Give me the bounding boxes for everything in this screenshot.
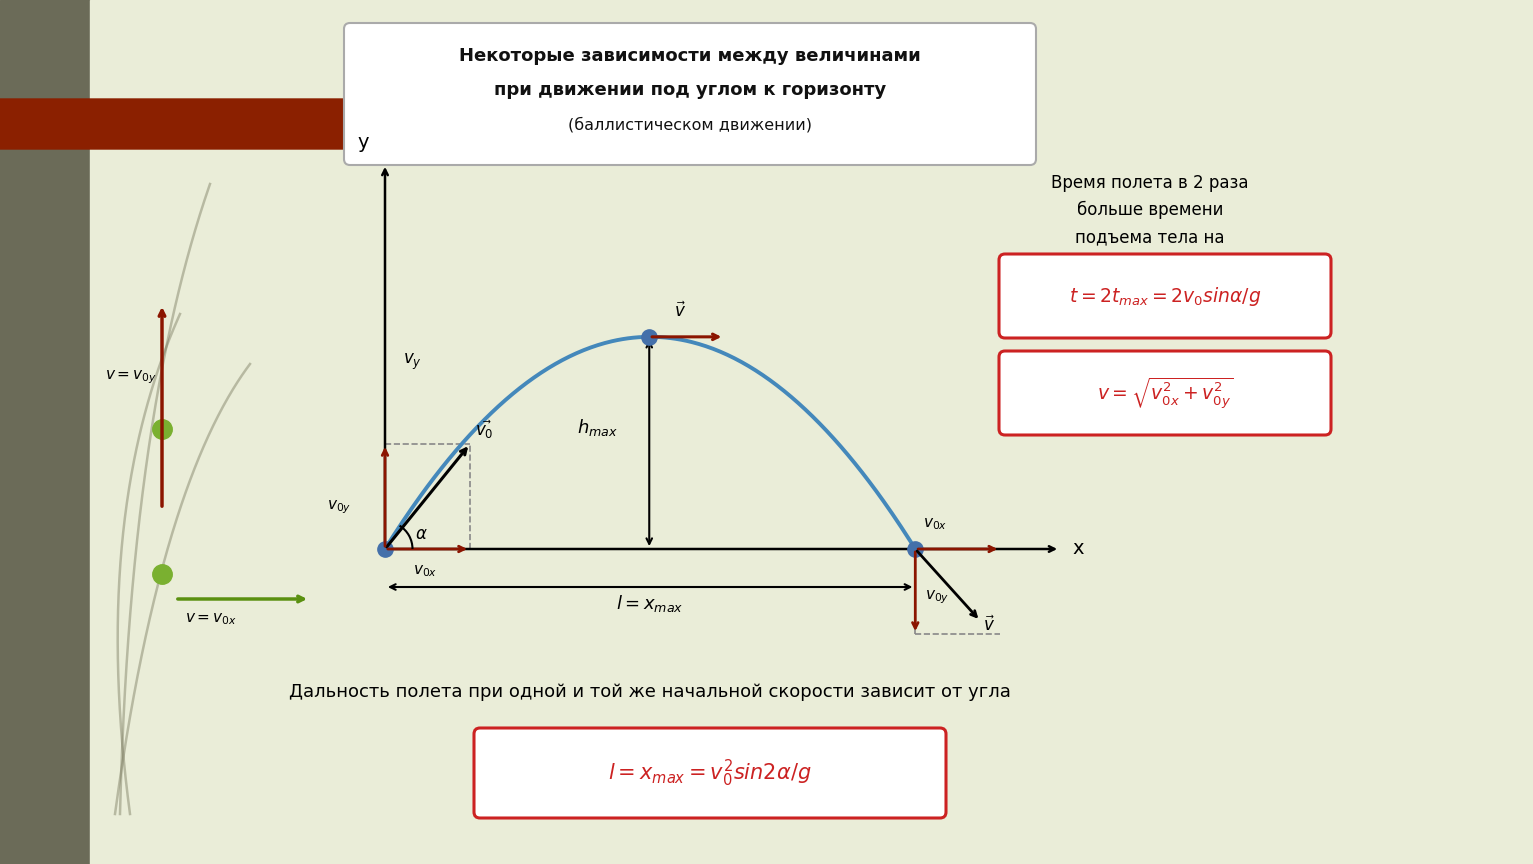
Text: $l = x_{max}= v_0^2sin2\alpha /g$: $l = x_{max}= v_0^2sin2\alpha /g$ — [609, 758, 812, 789]
Text: $v =\sqrt{v_{0x}^{2}+ v_{0y}^{2}}$: $v =\sqrt{v_{0x}^{2}+ v_{0y}^{2}}$ — [1096, 375, 1234, 410]
Text: Дальность полета при одной и той же начальной скорости зависит от угла: Дальность полета при одной и той же нача… — [290, 683, 1010, 701]
FancyBboxPatch shape — [343, 23, 1036, 165]
Text: $t= 2t_{max} = 2v_0sin\alpha/g$: $t= 2t_{max} = 2v_0sin\alpha/g$ — [1069, 284, 1262, 308]
Text: (баллистическом движении): (баллистическом движении) — [569, 117, 812, 133]
Text: x: x — [1072, 539, 1084, 558]
Text: $v_{0x}$: $v_{0x}$ — [412, 563, 437, 579]
Text: $\alpha$: $\alpha$ — [415, 525, 428, 543]
Text: Время полета в 2 раза
больше времени
подъема тела на
максимальную высоту: Время полета в 2 раза больше времени под… — [1052, 174, 1249, 274]
Text: $\vec{v}$: $\vec{v}$ — [675, 302, 687, 321]
Text: $l = x_{max}$: $l = x_{max}$ — [616, 593, 684, 614]
Text: $v=v_{0y}$: $v=v_{0y}$ — [104, 368, 156, 385]
FancyBboxPatch shape — [474, 728, 946, 818]
Text: $v_{0x}$: $v_{0x}$ — [923, 516, 947, 531]
Text: $v_{0y}$: $v_{0y}$ — [926, 588, 949, 606]
Text: при движении под углом к горизонту: при движении под углом к горизонту — [494, 81, 886, 99]
Text: $\vec{v_0}$: $\vec{v_0}$ — [475, 418, 494, 441]
Text: y: y — [357, 133, 369, 152]
Text: $v_{0y}$: $v_{0y}$ — [327, 499, 351, 516]
Bar — [0, 0, 90, 864]
Text: $v_y$: $v_y$ — [403, 352, 422, 372]
Text: $\vec{v}$: $\vec{v}$ — [983, 615, 995, 635]
Polygon shape — [0, 99, 495, 149]
Text: $v=v_{0x}$: $v=v_{0x}$ — [185, 611, 238, 626]
Text: $h_{max}$: $h_{max}$ — [578, 417, 618, 438]
Text: Некоторые зависимости между величинами: Некоторые зависимости между величинами — [458, 47, 921, 65]
FancyBboxPatch shape — [1000, 254, 1331, 338]
FancyBboxPatch shape — [1000, 351, 1331, 435]
